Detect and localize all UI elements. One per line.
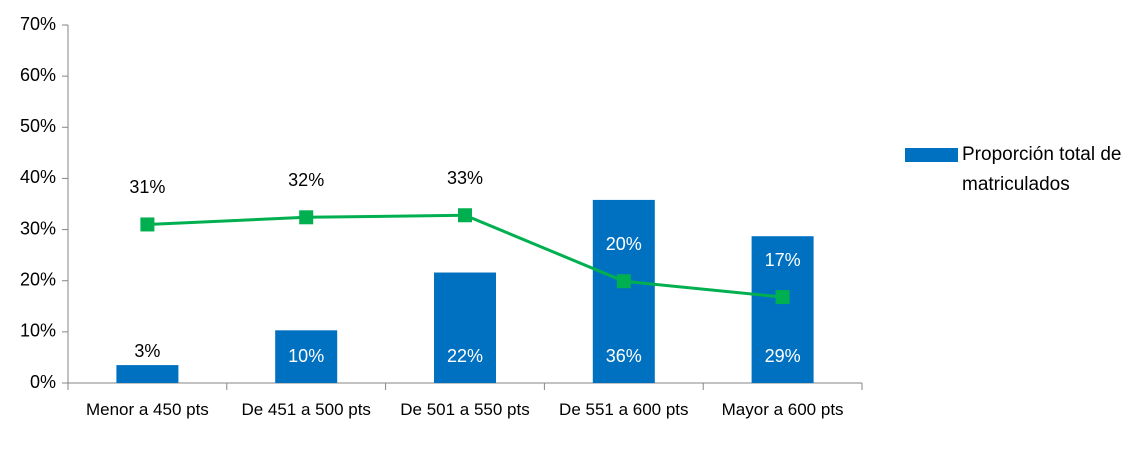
bar-value-label: 3% (134, 341, 160, 361)
bar (592, 199, 655, 383)
y-tick-label: 30% (20, 218, 56, 238)
x-tick-label: De 501 a 550 pts (400, 400, 530, 419)
x-tick-label: Mayor a 600 pts (721, 400, 844, 419)
bar (751, 236, 814, 383)
line-marker (299, 210, 314, 225)
line-marker (616, 274, 631, 289)
bar-value-label: 10% (288, 346, 324, 366)
line-value-label: 32% (288, 170, 324, 190)
y-tick-label: 40% (20, 167, 56, 187)
y-tick-label: 10% (20, 321, 56, 341)
line-value-label: 31% (129, 177, 165, 197)
bar-value-label: 22% (447, 346, 483, 366)
bar-value-label: 29% (765, 346, 801, 366)
line-value-label: 17% (765, 250, 801, 270)
line-value-label: 33% (447, 168, 483, 188)
line-marker (140, 217, 155, 232)
y-tick-label: 60% (20, 65, 56, 85)
y-tick-label: 70% (20, 14, 56, 34)
y-tick-label: 0% (30, 372, 56, 392)
y-tick-label: 20% (20, 269, 56, 289)
bar-value-label: 36% (606, 346, 642, 366)
bar (434, 272, 496, 383)
legend-swatch (905, 148, 958, 162)
x-tick-label: De 551 a 600 pts (559, 400, 689, 419)
line-marker (775, 290, 790, 305)
legend-label: Proporción total de matriculados (962, 144, 1122, 195)
x-tick-label: Menor a 450 pts (85, 400, 209, 419)
x-tick-label: De 451 a 500 pts (241, 400, 371, 419)
bar (116, 365, 179, 383)
line-marker (458, 208, 472, 223)
line-value-label: 20% (606, 234, 642, 254)
y-tick-label: 50% (20, 116, 56, 136)
bar (275, 330, 338, 383)
